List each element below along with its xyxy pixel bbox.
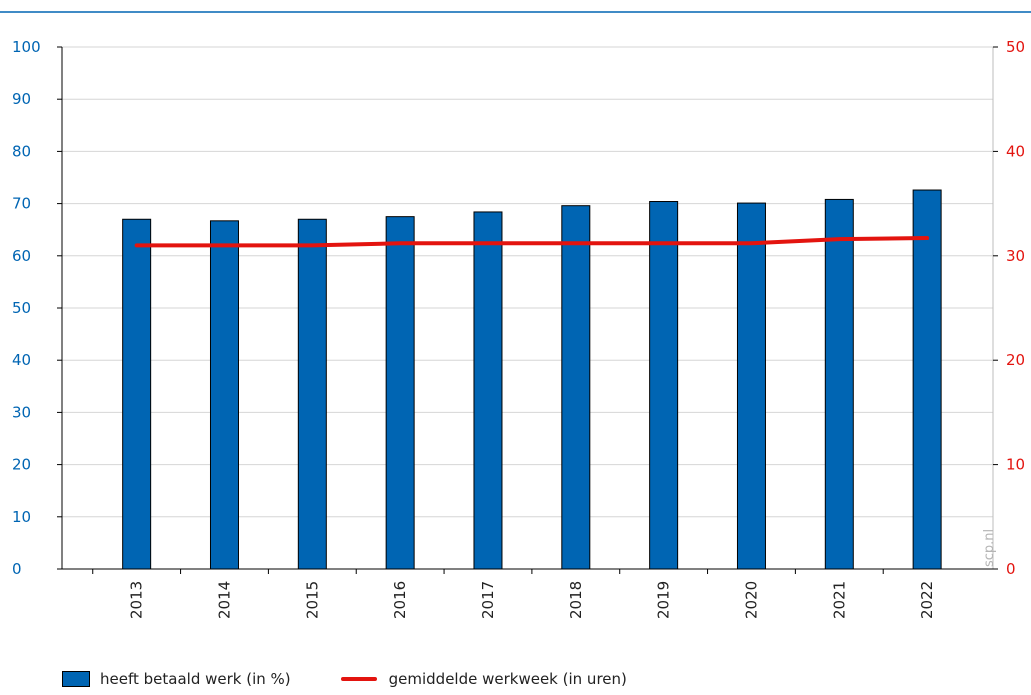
x-axis-ticks: 2013 2014 2015 2016 2017 2018 2019 2020 2021 2022 <box>92 569 936 619</box>
x-tick-label-2013: 2013 <box>128 581 146 619</box>
bar-2016 <box>385 216 415 570</box>
bar-2021 <box>824 198 854 570</box>
x-tick-label-2017: 2017 <box>479 581 497 619</box>
right-tick-label: 20 <box>1006 351 1025 369</box>
x-tick-label-2015: 2015 <box>303 581 321 619</box>
right-tick-label: 30 <box>1006 247 1025 265</box>
left-tick-label: 0 <box>12 560 22 578</box>
line-series <box>134 236 930 248</box>
x-tick-label-2019: 2019 <box>655 581 673 619</box>
x-tick-label-2020: 2020 <box>742 581 760 619</box>
left-tick-label: 100 <box>12 38 41 56</box>
bar-2014 <box>209 220 239 570</box>
bar-2018 <box>561 205 591 570</box>
bar-2017 <box>473 211 503 570</box>
legend-label-line: gemiddelde werkweek (in uren) <box>388 670 627 688</box>
left-tick-label: 60 <box>12 247 31 265</box>
right-tick-label: 50 <box>1006 38 1025 56</box>
line-werkweek <box>134 236 930 248</box>
legend-item-bar: heeft betaald werk (in %) <box>62 670 291 688</box>
x-tick-label-2014: 2014 <box>215 581 233 619</box>
bars <box>122 189 942 570</box>
legend-item-line: gemiddelde werkweek (in uren) <box>340 670 627 688</box>
left-tick-label: 80 <box>12 142 31 160</box>
left-tick-label: 70 <box>12 195 31 213</box>
bar-2013 <box>122 218 152 570</box>
legend-swatch-bar <box>62 671 90 687</box>
left-tick-label: 20 <box>12 456 31 474</box>
left-tick-label: 30 <box>12 403 31 421</box>
x-tick-label-2018: 2018 <box>567 581 585 619</box>
x-tick-label-2022: 2022 <box>918 581 936 619</box>
right-tick-label: 10 <box>1006 456 1025 474</box>
left-tick-label: 90 <box>12 90 31 108</box>
watermark: scp.nl <box>982 529 997 567</box>
left-tick-label: 10 <box>12 508 31 526</box>
right-tick-label: 40 <box>1006 142 1025 160</box>
bar-2019 <box>649 201 679 570</box>
legend-swatch-line <box>340 677 377 681</box>
left-tick-label: 40 <box>12 351 31 369</box>
x-tick-label-2016: 2016 <box>391 581 409 619</box>
left-axis-ticks: 0 10 20 30 40 50 60 70 80 90 100 <box>12 38 62 578</box>
right-tick-label: 0 <box>1006 560 1016 578</box>
right-axis-ticks: 0 10 20 30 40 50 <box>993 38 1025 578</box>
bar-2015 <box>297 218 327 570</box>
left-tick-label: 50 <box>12 299 31 317</box>
x-tick-label-2021: 2021 <box>830 581 848 619</box>
bar-2022 <box>912 189 942 570</box>
bar-2020 <box>736 202 766 570</box>
legend-label-bar: heeft betaald werk (in %) <box>100 670 291 688</box>
legend: heeft betaald werk (in %) gemiddelde wer… <box>62 670 677 688</box>
